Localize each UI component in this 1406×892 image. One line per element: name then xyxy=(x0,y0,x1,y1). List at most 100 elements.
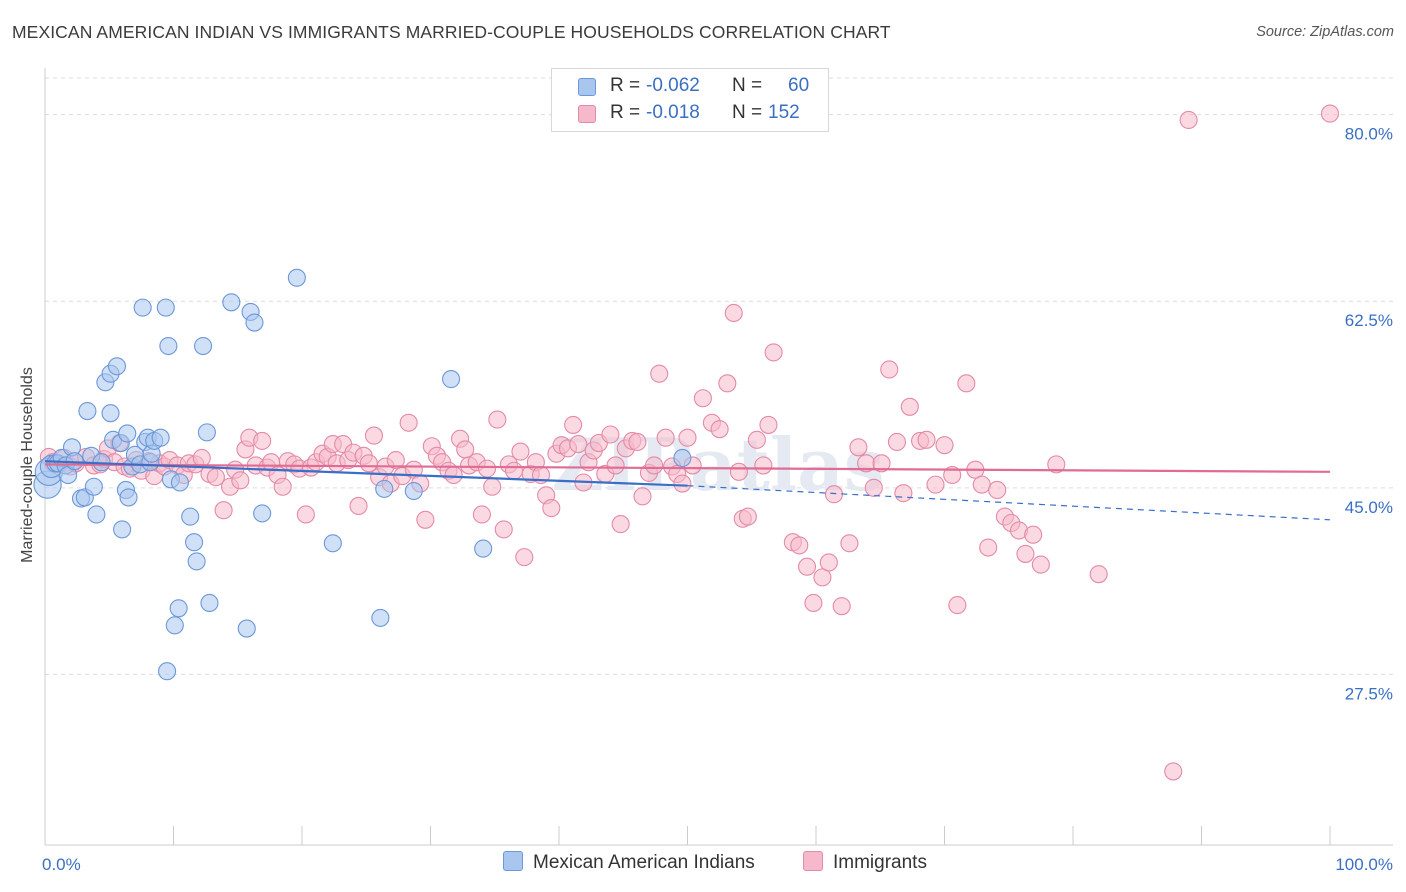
data-point xyxy=(349,496,368,515)
data-point xyxy=(1016,544,1035,563)
data-point xyxy=(472,505,491,524)
data-point xyxy=(185,533,204,552)
data-point xyxy=(718,374,737,393)
data-point xyxy=(323,534,342,553)
chart-title: MEXICAN AMERICAN INDIAN VS IMMIGRANTS MA… xyxy=(12,22,891,42)
data-point xyxy=(569,435,588,454)
data-point xyxy=(633,487,652,506)
data-point xyxy=(511,442,530,461)
y-tick-label: 45.0% xyxy=(1345,498,1393,517)
data-point xyxy=(84,477,103,496)
data-point xyxy=(404,481,423,501)
data-point xyxy=(1089,565,1108,584)
data-point xyxy=(375,479,394,498)
data-point xyxy=(483,477,502,496)
data-point xyxy=(564,415,583,434)
data-point xyxy=(194,336,213,356)
trend-lines xyxy=(44,460,1331,521)
legend-r-label: R = xyxy=(610,75,641,96)
legend-swatch-pink xyxy=(578,105,596,123)
data-point xyxy=(656,428,675,447)
data-point xyxy=(477,459,497,478)
data-point xyxy=(645,456,664,475)
grid-lines xyxy=(45,77,1393,675)
data-point xyxy=(1320,104,1340,123)
data-point xyxy=(864,478,883,497)
data-point xyxy=(237,619,256,638)
data-point xyxy=(371,608,390,627)
data-point xyxy=(887,432,907,452)
data-point xyxy=(181,507,200,526)
data-point xyxy=(747,430,766,449)
data-point xyxy=(494,520,513,539)
data-point xyxy=(813,568,832,587)
data-point xyxy=(187,552,206,571)
bottom-legend-label-pink: Immigrants xyxy=(833,852,927,873)
data-point xyxy=(200,593,219,613)
data-point xyxy=(133,298,152,317)
data-point xyxy=(840,534,859,553)
data-point xyxy=(78,402,97,421)
data-point xyxy=(515,548,534,567)
y-tick-label: 62.5% xyxy=(1345,311,1393,330)
data-point xyxy=(101,404,120,423)
data-point xyxy=(894,484,913,503)
source-label: Source: ZipAtlas.com xyxy=(1256,24,1394,40)
data-point xyxy=(972,475,991,494)
data-point xyxy=(759,415,778,434)
legend-n-label: N = xyxy=(732,75,763,96)
data-point xyxy=(979,538,998,557)
data-point xyxy=(819,553,838,572)
data-point xyxy=(628,432,647,452)
data-point xyxy=(1179,110,1198,130)
data-point xyxy=(169,599,188,618)
data-point xyxy=(673,474,692,493)
data-point xyxy=(118,424,137,443)
data-point xyxy=(1031,555,1050,574)
data-point xyxy=(253,431,272,450)
data-point xyxy=(601,425,620,444)
data-point xyxy=(650,364,669,383)
y-axis-label: Married-couple Households xyxy=(19,367,36,563)
data-point xyxy=(804,593,823,613)
data-point xyxy=(935,436,954,455)
data-point xyxy=(192,448,211,468)
legend-r-label: R = xyxy=(610,102,641,123)
series-immigrants xyxy=(39,104,1340,781)
y-tick-label: 80.0% xyxy=(1345,125,1393,144)
data-point xyxy=(926,475,945,494)
data-point xyxy=(1047,455,1066,474)
trend-line-immigrants xyxy=(44,463,1331,473)
legend-r-value: -0.062 xyxy=(646,75,700,96)
data-point xyxy=(386,451,405,470)
bottom-legend-pink: Immigrants xyxy=(803,851,927,877)
data-point xyxy=(797,557,817,576)
data-point xyxy=(113,520,132,539)
data-point xyxy=(296,505,315,524)
data-point xyxy=(231,471,250,490)
data-point xyxy=(673,448,692,468)
data-point xyxy=(197,423,216,442)
data-point xyxy=(253,504,272,523)
data-point xyxy=(474,539,493,558)
legend-r-value: -0.018 xyxy=(646,102,700,123)
data-point xyxy=(790,536,809,555)
data-point xyxy=(1024,525,1043,544)
data-point xyxy=(364,426,384,445)
data-point xyxy=(738,507,757,526)
data-point xyxy=(943,465,962,485)
bottom-legend-blue: Mexican American Indians xyxy=(503,851,755,877)
data-point xyxy=(170,473,189,492)
data-point xyxy=(957,374,976,393)
data-point xyxy=(880,360,899,379)
data-point xyxy=(729,462,748,481)
data-point xyxy=(917,430,936,449)
tick-labels: 80.0% 62.5% 45.0% 27.5% 0.0% 100.0% xyxy=(42,125,1393,874)
correlation-legend: R = -0.062 N = 60 R = -0.018 N = 152 xyxy=(551,68,829,132)
data-point xyxy=(488,410,507,429)
y-tick-label: 27.5% xyxy=(1345,684,1393,703)
legend-n-label: N = xyxy=(732,102,763,123)
data-point xyxy=(273,477,292,496)
x-tick-label: 100.0% xyxy=(1335,855,1393,874)
